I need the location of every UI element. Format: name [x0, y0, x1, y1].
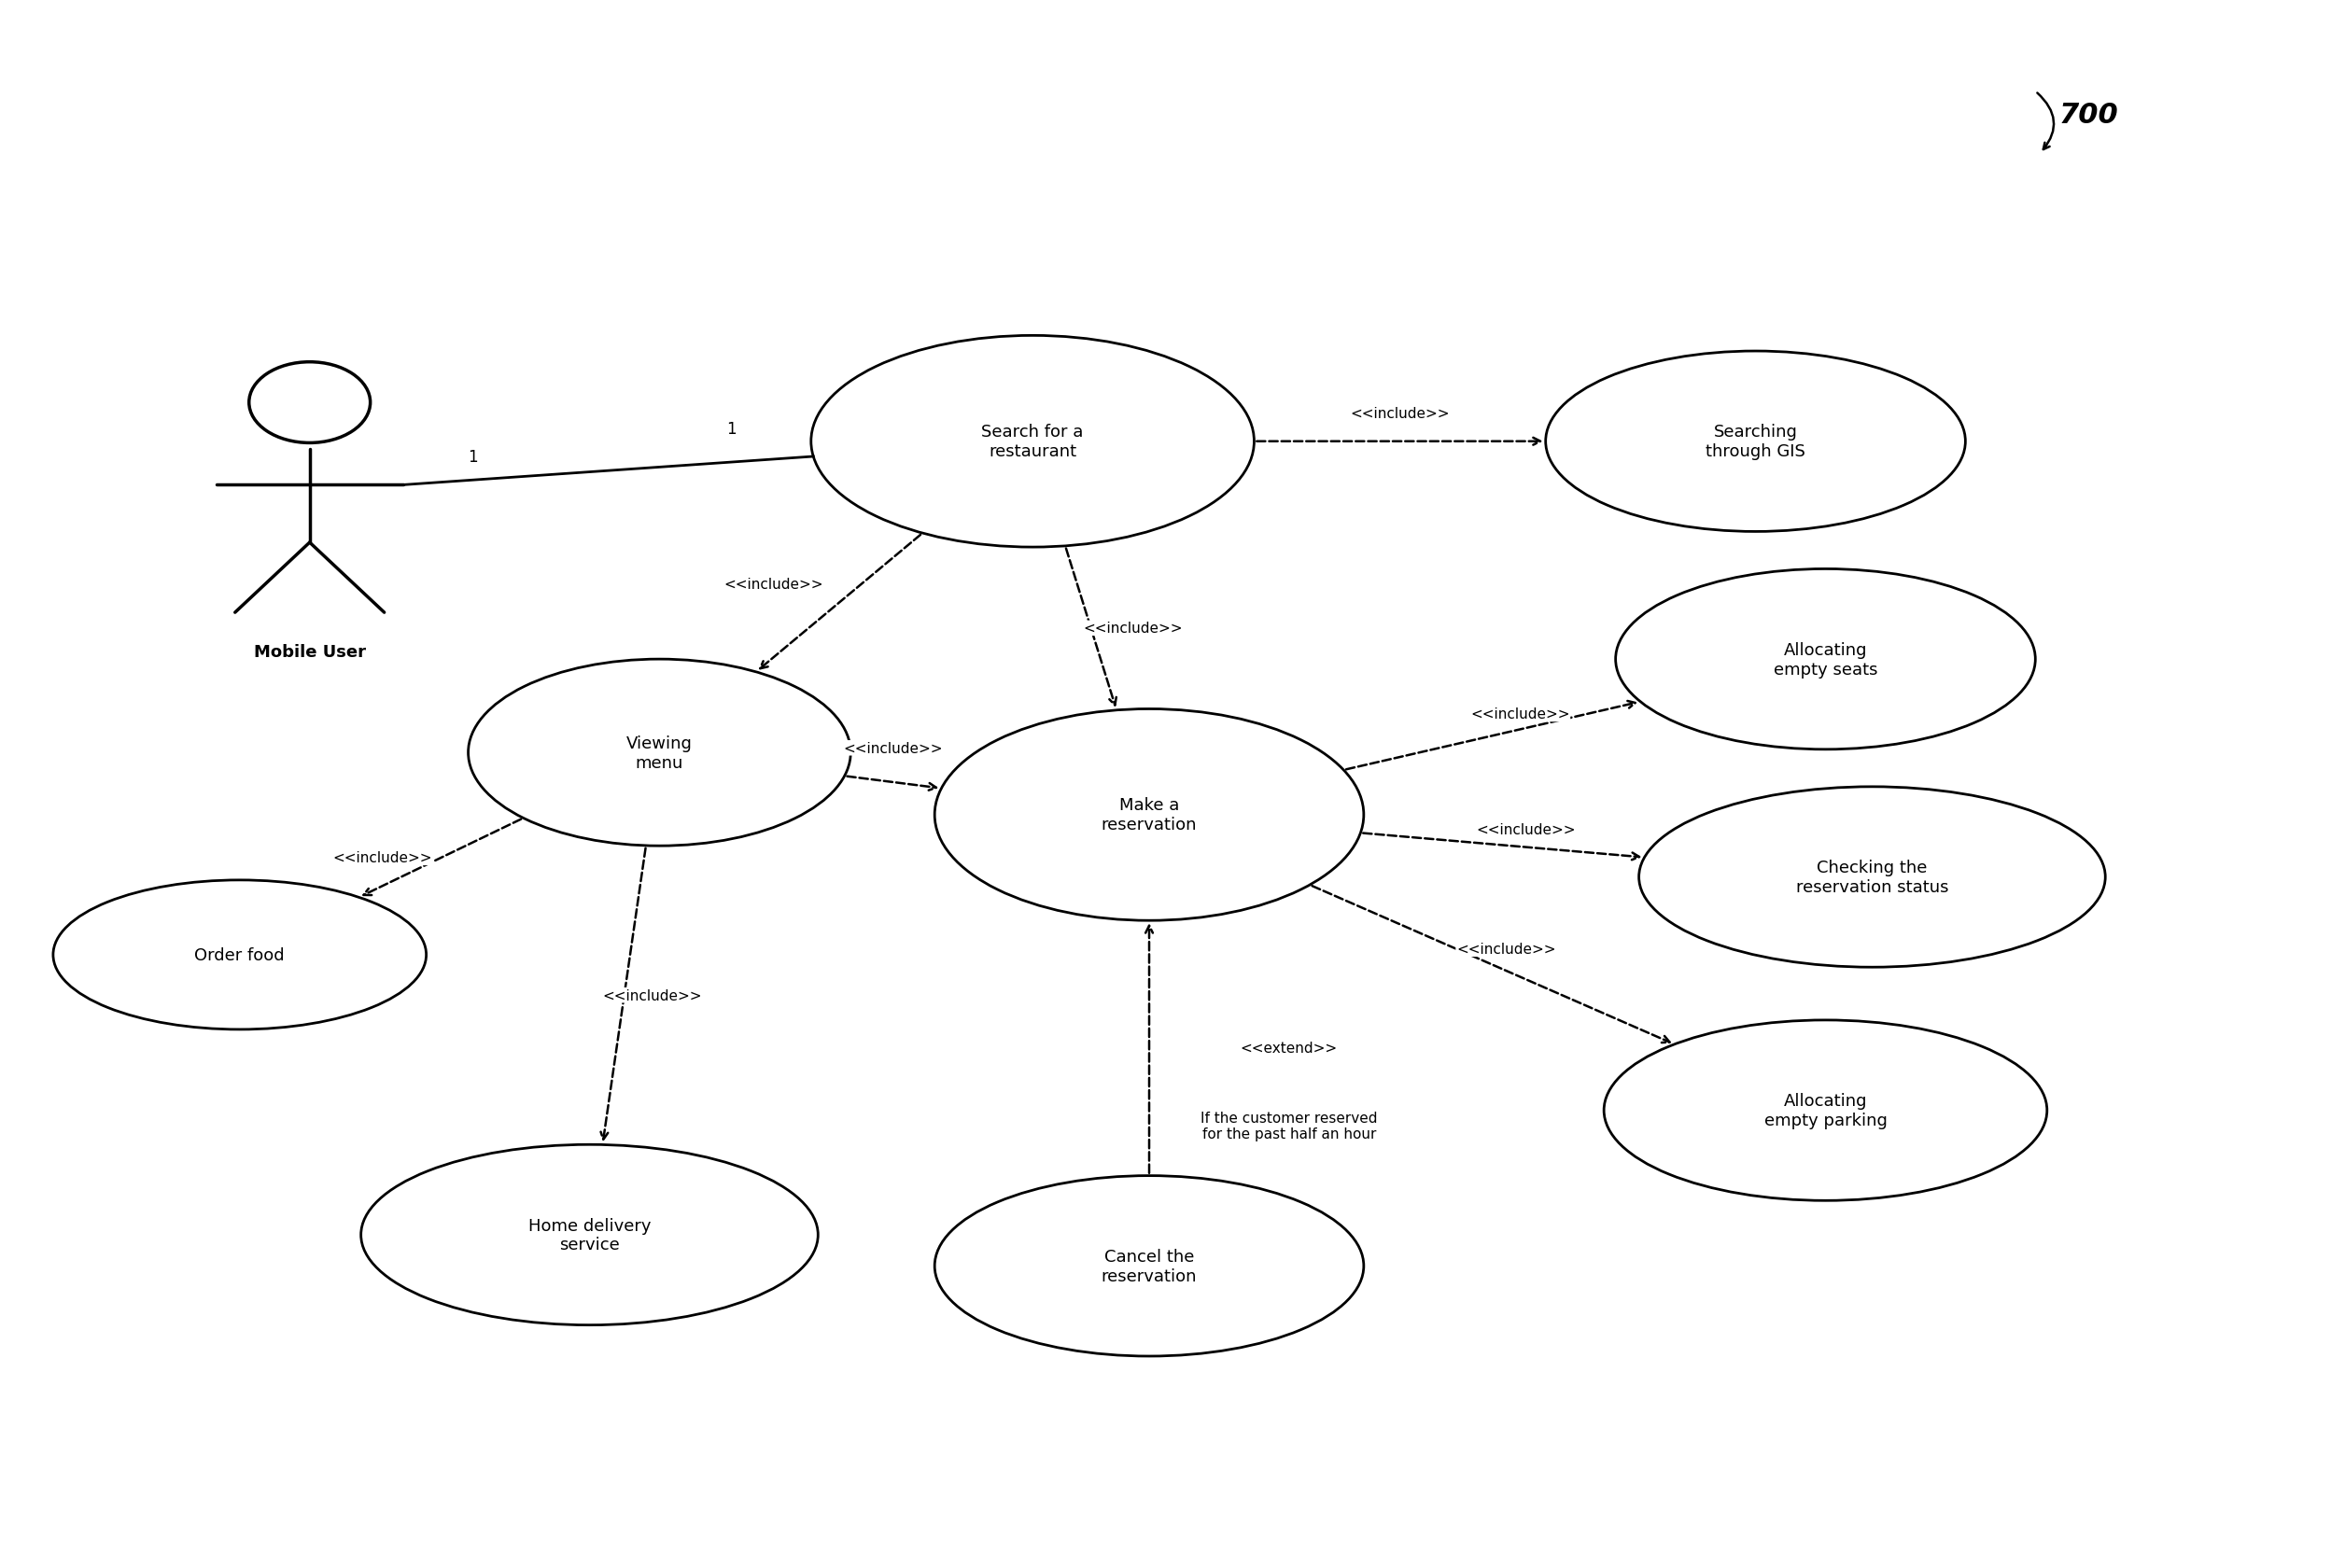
Text: <<include>>: <<include>>	[1475, 823, 1576, 837]
Text: <<include>>: <<include>>	[603, 988, 701, 1002]
Text: <<include>>: <<include>>	[1470, 707, 1569, 721]
Text: <<include>>: <<include>>	[725, 577, 823, 591]
Text: Allocating
empty parking: Allocating empty parking	[1763, 1093, 1888, 1129]
Text: Viewing
menu: Viewing menu	[626, 735, 692, 771]
Text: Make a
reservation: Make a reservation	[1102, 797, 1196, 833]
Text: Cancel the
reservation: Cancel the reservation	[1102, 1248, 1196, 1284]
Text: <<include>>: <<include>>	[333, 851, 431, 866]
Text: Checking the
reservation status: Checking the reservation status	[1796, 859, 1949, 895]
Text: Home delivery
service: Home delivery service	[528, 1217, 652, 1253]
Text: <<extend>>: <<extend>>	[1241, 1041, 1337, 1055]
Text: Order food: Order food	[195, 947, 284, 963]
Text: Search for a
restaurant: Search for a restaurant	[983, 423, 1083, 459]
FancyArrowPatch shape	[2038, 94, 2054, 151]
Text: Mobile User: Mobile User	[253, 644, 366, 660]
Text: <<include>>: <<include>>	[1083, 621, 1182, 635]
Text: <<include>>: <<include>>	[1351, 408, 1449, 420]
Text: <<include>>: <<include>>	[844, 742, 943, 756]
Text: 1: 1	[469, 448, 478, 466]
Text: If the customer reserved
for the past half an hour: If the customer reserved for the past ha…	[1201, 1110, 1377, 1142]
Text: 1: 1	[727, 420, 736, 437]
Text: <<include>>: <<include>>	[1456, 942, 1555, 956]
Text: 700: 700	[2059, 102, 2118, 129]
Text: Searching
through GIS: Searching through GIS	[1705, 423, 1806, 459]
Text: Allocating
empty seats: Allocating empty seats	[1773, 641, 1878, 677]
